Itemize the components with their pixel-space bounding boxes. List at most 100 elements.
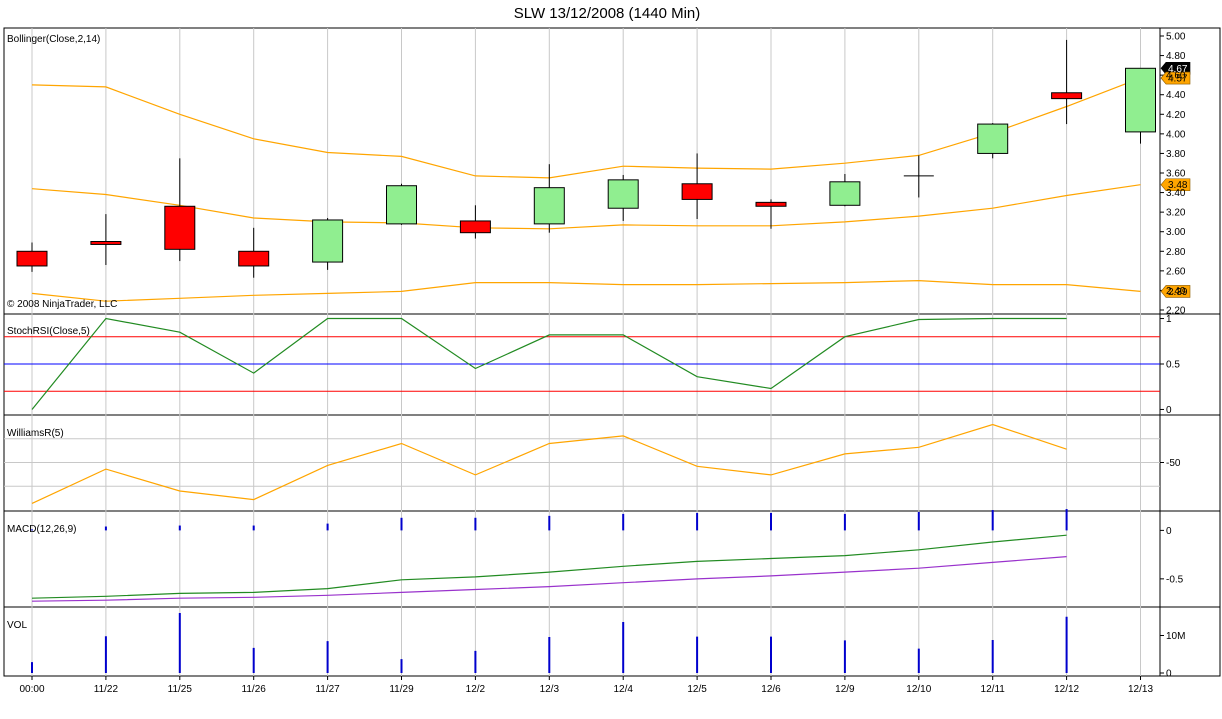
candle-body (829, 181, 861, 206)
price-tick-label: 4.80 (1166, 51, 1186, 62)
price-tick-label: 3.20 (1166, 208, 1186, 219)
price-value-tag-label: 4.67 (1168, 64, 1188, 75)
x-tick-label: 12/12 (1054, 684, 1079, 695)
volume-tick-label: 0 (1166, 669, 1172, 680)
macd-tick-label: -0.5 (1166, 574, 1184, 585)
x-tick-label: 12/10 (906, 684, 931, 695)
x-tick-label: 11/29 (389, 684, 414, 695)
price-tick-label: 2.40 (1166, 286, 1186, 297)
volume-bar (917, 648, 920, 673)
price-tick-label: 3.00 (1166, 227, 1186, 238)
candle-body (164, 205, 196, 250)
x-tick-label: 11/26 (242, 684, 267, 695)
chart-frame (3, 27, 1221, 677)
price-panel-label: Bollinger(Close,2,14) (7, 34, 100, 45)
volume-bar (622, 622, 625, 673)
volume-bar (400, 659, 403, 673)
williams-panel-label: WilliamsR(5) (7, 428, 64, 439)
price-tick-label: 3.40 (1166, 188, 1186, 199)
volume-bar (326, 641, 329, 673)
macd-histogram-bar (178, 525, 181, 531)
bollinger-middle-line (31, 184, 1141, 230)
candle-body (90, 241, 122, 245)
price-tick-label: 4.00 (1166, 129, 1186, 140)
price-tick-label: 5.00 (1166, 32, 1186, 43)
x-tick-label: 12/5 (687, 684, 707, 695)
candle-body (238, 250, 270, 267)
x-tick-label: 12/3 (540, 684, 560, 695)
volume-bar (843, 640, 846, 673)
williams-tick-label: -50 (1166, 458, 1181, 469)
price-tick-label: 3.60 (1166, 169, 1186, 180)
x-tick-label: 12/13 (1128, 684, 1153, 695)
price-tick-label: 2.80 (1166, 247, 1186, 258)
macd-histogram-bar (770, 512, 772, 531)
candle-body (16, 250, 48, 267)
volume-bar (1065, 616, 1068, 673)
candle-body (681, 183, 713, 200)
macd-histogram-bar (917, 511, 920, 531)
candle-body (1051, 92, 1083, 100)
candle-body (755, 201, 787, 207)
macd-histogram-bar (696, 512, 699, 531)
price-tick-label: 2.20 (1166, 306, 1186, 317)
price-value-tag-label: 4.57 (1168, 74, 1188, 85)
volume-bar (770, 636, 772, 673)
stoch-tick-label: 1 (1166, 314, 1172, 325)
copyright-notice: © 2008 NinjaTrader, LLC (7, 299, 117, 310)
candle-body (312, 219, 344, 263)
macd-histogram-bar (252, 525, 255, 531)
candle-body (533, 187, 565, 225)
price-tick-label: 2.60 (1166, 266, 1186, 277)
volume-bar (31, 662, 33, 673)
x-tick-label: 11/25 (168, 684, 193, 695)
x-tick-label: 12/9 (835, 684, 855, 695)
x-tick-label: 00:00 (19, 684, 44, 695)
macd-signal-line (31, 556, 1067, 602)
volume-tick-label: 10M (1166, 631, 1185, 642)
volume-bar (696, 636, 699, 673)
bollinger-lower-line (31, 279, 1141, 302)
x-tick-label: 12/4 (613, 684, 633, 695)
stoch-tick-label: 0.5 (1166, 360, 1180, 371)
macd-histogram-bar (991, 510, 994, 531)
price-value-tag-label: 3.48 (1168, 180, 1188, 191)
price-tick-label: 4.60 (1166, 71, 1186, 82)
volume-bar (548, 637, 551, 673)
price-value-tag-label: 2.39 (1168, 287, 1188, 298)
macd-panel-label: MACD(12,26,9) (7, 524, 76, 535)
candle-body (386, 185, 417, 225)
volume-bar (991, 640, 994, 673)
macd-histogram-bar (326, 523, 329, 531)
macd-histogram-bar (548, 515, 551, 531)
macd-histogram-bar (474, 517, 477, 531)
candle-body (1125, 67, 1156, 133)
macd-line (31, 534, 1067, 599)
macd-histogram-bar (622, 513, 625, 531)
williamsr-line (31, 423, 1067, 504)
stoch-panel-label: StochRSI(Close,5) (7, 326, 90, 337)
volume-panel-label: VOL (7, 620, 27, 631)
stoch-tick-label: 0 (1166, 405, 1172, 416)
x-tick-label: 11/22 (94, 684, 119, 695)
macd-histogram-bar (1065, 509, 1068, 531)
candle-body (607, 179, 639, 209)
candle-body (977, 123, 1009, 154)
price-tick-label: 4.40 (1166, 90, 1186, 101)
macd-tick-label: 0 (1166, 526, 1172, 537)
x-tick-label: 12/11 (981, 684, 1006, 695)
bollinger-upper-line (31, 77, 1141, 179)
macd-histogram-bar (843, 513, 846, 531)
volume-bar (178, 613, 181, 673)
macd-histogram-bar (104, 526, 107, 531)
macd-histogram-bar (31, 529, 33, 531)
price-tick-label: 4.20 (1166, 110, 1186, 121)
volume-bar (104, 636, 107, 673)
price-tick-label: 3.80 (1166, 149, 1186, 160)
volume-bar (474, 650, 477, 673)
price-value-tag (1160, 178, 1191, 192)
chart-title: SLW 13/12/2008 (1440 Min) (514, 5, 701, 22)
x-tick-label: 12/2 (466, 684, 486, 695)
candle-body (459, 220, 491, 234)
